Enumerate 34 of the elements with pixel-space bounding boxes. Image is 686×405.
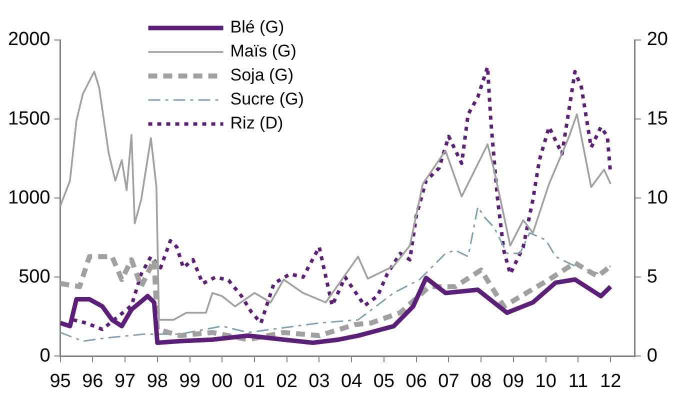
y-tick-label: 0 [40, 345, 50, 366]
x-tick-label: 08 [470, 370, 492, 392]
x-tick-label: 00 [212, 370, 233, 392]
x-tick-label: 99 [179, 370, 200, 392]
x-tick-label: 95 [50, 370, 71, 392]
y2-tick-label: 15 [646, 108, 668, 130]
legend-label: Sucre (G) [230, 90, 304, 109]
x-tick-label: 10 [535, 370, 556, 392]
x-tick-label: 07 [438, 370, 460, 392]
y2-tick-label: 20 [646, 29, 668, 50]
y2-tick-label: 10 [646, 187, 668, 208]
x-tick-label: 05 [373, 370, 395, 392]
x-tick-label: 04 [341, 370, 363, 392]
x-tick-label: 97 [114, 370, 136, 392]
x-tick-label: 03 [308, 370, 330, 392]
x-tick-label: 12 [600, 370, 622, 392]
x-tick-label: 02 [276, 370, 298, 392]
x-tick-label: 96 [82, 370, 104, 392]
legend-label: Riz (D) [230, 114, 284, 133]
legend-label: Blé (G) [230, 18, 284, 37]
x-tick-label: 09 [502, 370, 524, 392]
line-series [60, 206, 612, 342]
y2-tick-label: 0 [646, 345, 658, 366]
y-tick-label: 1000 [8, 187, 50, 208]
x-tick-label: 98 [146, 370, 168, 392]
x-tick-label: 06 [406, 370, 427, 392]
y-tick-label: 500 [18, 266, 50, 288]
legend-label: Soja (G) [230, 66, 294, 85]
y2-tick-label: 5 [646, 266, 658, 288]
y-tick-label: 2000 [8, 29, 50, 50]
x-tick-label: 01 [244, 370, 266, 392]
legend-label: Maïs (G) [230, 42, 296, 61]
x-tick-label: 11 [568, 370, 588, 392]
y-tick-label: 1500 [8, 108, 50, 130]
